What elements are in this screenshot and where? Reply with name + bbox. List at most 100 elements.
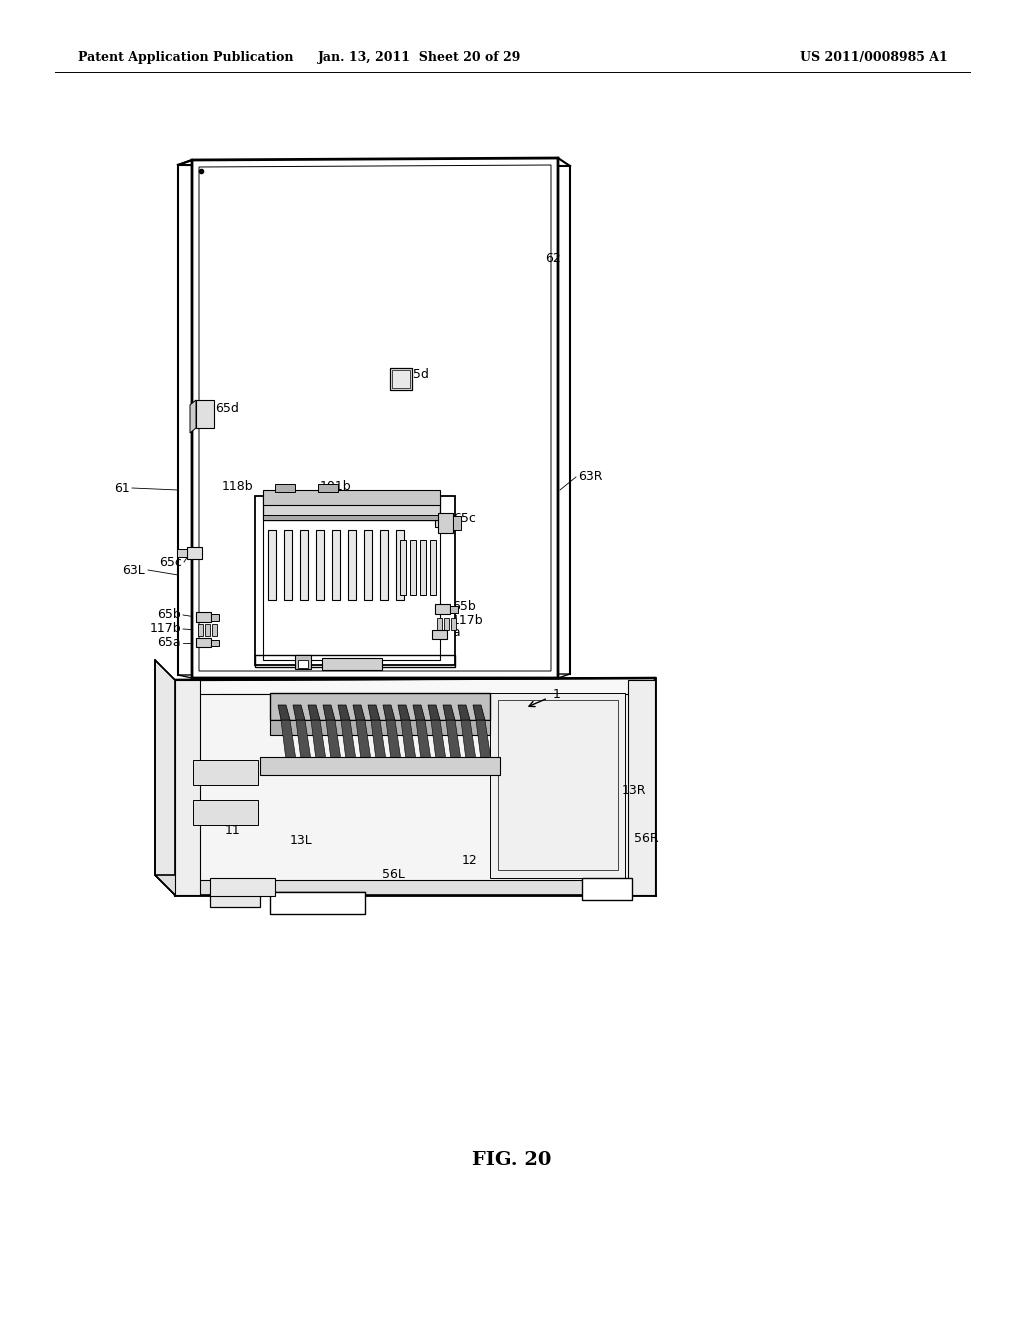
Bar (211, 614, 219, 620)
Bar (270, 892, 365, 913)
Bar (435, 605, 450, 614)
Bar (410, 540, 416, 595)
Polygon shape (368, 705, 380, 719)
Text: 101b: 101b (319, 480, 351, 494)
Bar (196, 400, 214, 428)
Bar (432, 630, 447, 639)
Bar (211, 640, 219, 645)
Polygon shape (323, 705, 335, 719)
Polygon shape (278, 705, 290, 719)
Bar (628, 680, 655, 895)
Text: Jan. 13, 2011  Sheet 20 of 29: Jan. 13, 2011 Sheet 20 of 29 (318, 51, 521, 65)
Polygon shape (190, 400, 196, 433)
Bar (450, 517, 458, 525)
Polygon shape (155, 660, 175, 895)
Text: 65d: 65d (406, 367, 429, 380)
Bar (332, 531, 340, 601)
Bar (196, 638, 211, 647)
Bar (268, 531, 276, 601)
Text: 51b: 51b (465, 702, 488, 715)
Polygon shape (416, 719, 431, 760)
Polygon shape (476, 719, 490, 760)
Polygon shape (398, 705, 410, 719)
Text: 65c: 65c (453, 511, 476, 524)
Text: 65c: 65c (159, 556, 182, 569)
Text: 65b: 65b (452, 601, 476, 614)
Bar (210, 892, 260, 907)
Bar (270, 693, 490, 719)
Polygon shape (356, 719, 371, 760)
Text: 65d: 65d (215, 401, 239, 414)
Polygon shape (193, 158, 558, 678)
Text: 64: 64 (271, 653, 287, 667)
Text: 117b: 117b (452, 615, 483, 627)
Polygon shape (431, 719, 446, 760)
Polygon shape (353, 705, 365, 719)
Text: 63L: 63L (122, 564, 145, 577)
Bar (255, 496, 455, 665)
Text: 61: 61 (115, 482, 130, 495)
Text: 118b: 118b (221, 480, 253, 494)
Bar (400, 540, 406, 595)
Polygon shape (341, 719, 356, 760)
Polygon shape (473, 705, 485, 719)
Text: 13L: 13L (290, 833, 312, 846)
Bar (396, 531, 404, 601)
Polygon shape (296, 719, 311, 760)
Bar (316, 531, 324, 601)
Bar (295, 655, 311, 669)
Text: 56R: 56R (634, 832, 658, 845)
Polygon shape (293, 705, 305, 719)
Polygon shape (311, 719, 326, 760)
Bar (490, 693, 625, 878)
Bar (263, 515, 440, 520)
Text: 63R: 63R (578, 470, 602, 483)
Bar (430, 540, 436, 595)
Polygon shape (443, 705, 455, 719)
Bar (270, 719, 490, 735)
Polygon shape (461, 719, 476, 760)
Polygon shape (326, 719, 341, 760)
Text: 1: 1 (553, 689, 561, 701)
Bar (348, 531, 356, 601)
Bar (364, 531, 372, 601)
Bar (175, 680, 200, 895)
Polygon shape (383, 705, 395, 719)
Text: 151b: 151b (319, 565, 350, 578)
Bar (177, 549, 187, 557)
Polygon shape (386, 719, 401, 760)
Bar (193, 800, 258, 825)
Polygon shape (155, 875, 655, 895)
Bar (193, 694, 638, 880)
Bar (212, 624, 217, 636)
Bar (196, 612, 211, 622)
Bar (255, 655, 455, 667)
Bar (322, 657, 382, 671)
Bar (193, 760, 258, 785)
Bar (210, 878, 275, 896)
Bar (582, 878, 632, 900)
Bar (187, 546, 202, 558)
Bar (380, 531, 388, 601)
Polygon shape (281, 719, 296, 760)
Polygon shape (458, 705, 470, 719)
Polygon shape (401, 719, 416, 760)
Text: 13R: 13R (622, 784, 646, 796)
Bar (453, 516, 461, 531)
Polygon shape (338, 705, 350, 719)
Bar (390, 368, 412, 389)
Bar (435, 515, 450, 527)
Bar (284, 531, 292, 601)
Text: US 2011/0008985 A1: US 2011/0008985 A1 (800, 51, 948, 65)
Bar (444, 618, 449, 630)
Polygon shape (446, 719, 461, 760)
Bar (198, 624, 203, 636)
Text: 117b: 117b (150, 623, 181, 635)
Bar (451, 618, 456, 630)
Polygon shape (308, 705, 319, 719)
Text: 65a: 65a (158, 636, 181, 649)
Text: 62: 62 (545, 252, 561, 264)
Bar (318, 484, 338, 492)
Bar (298, 660, 308, 668)
Text: 56L: 56L (382, 867, 404, 880)
